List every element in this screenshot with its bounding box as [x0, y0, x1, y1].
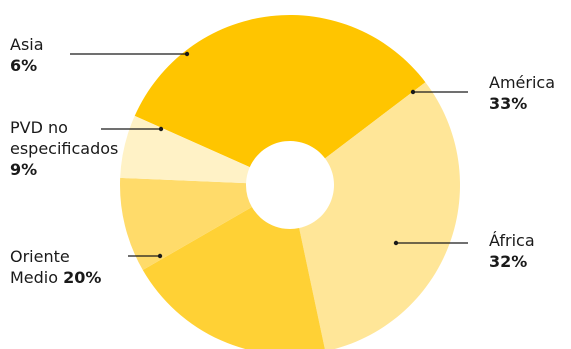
leader-dot-asia	[184, 51, 190, 57]
slice-oriente-medio	[142, 207, 325, 349]
slice-africa	[299, 82, 460, 349]
value-africa: 32%	[489, 252, 528, 271]
slice-pvd	[120, 177, 252, 270]
leader-dot-africa	[393, 240, 399, 246]
slice-america	[134, 14, 426, 168]
label-pvd: PVD no especificados 9%	[10, 118, 119, 179]
leader-dot-america	[410, 89, 416, 95]
leader-dot-oriente-medio	[157, 253, 163, 259]
value-america: 33%	[489, 94, 528, 113]
value-pvd: 9%	[10, 160, 38, 179]
label-africa: África 32%	[489, 231, 535, 271]
leader-dot-pvd	[158, 126, 164, 132]
slice-asia	[120, 115, 250, 184]
label-oriente-medio: Oriente Medio 20%	[10, 247, 102, 287]
value-asia: 6%	[10, 56, 38, 75]
label-america: América 33%	[489, 73, 555, 113]
label-asia: Asia 6%	[10, 35, 44, 75]
value-oriente-medio: 20%	[63, 268, 102, 287]
